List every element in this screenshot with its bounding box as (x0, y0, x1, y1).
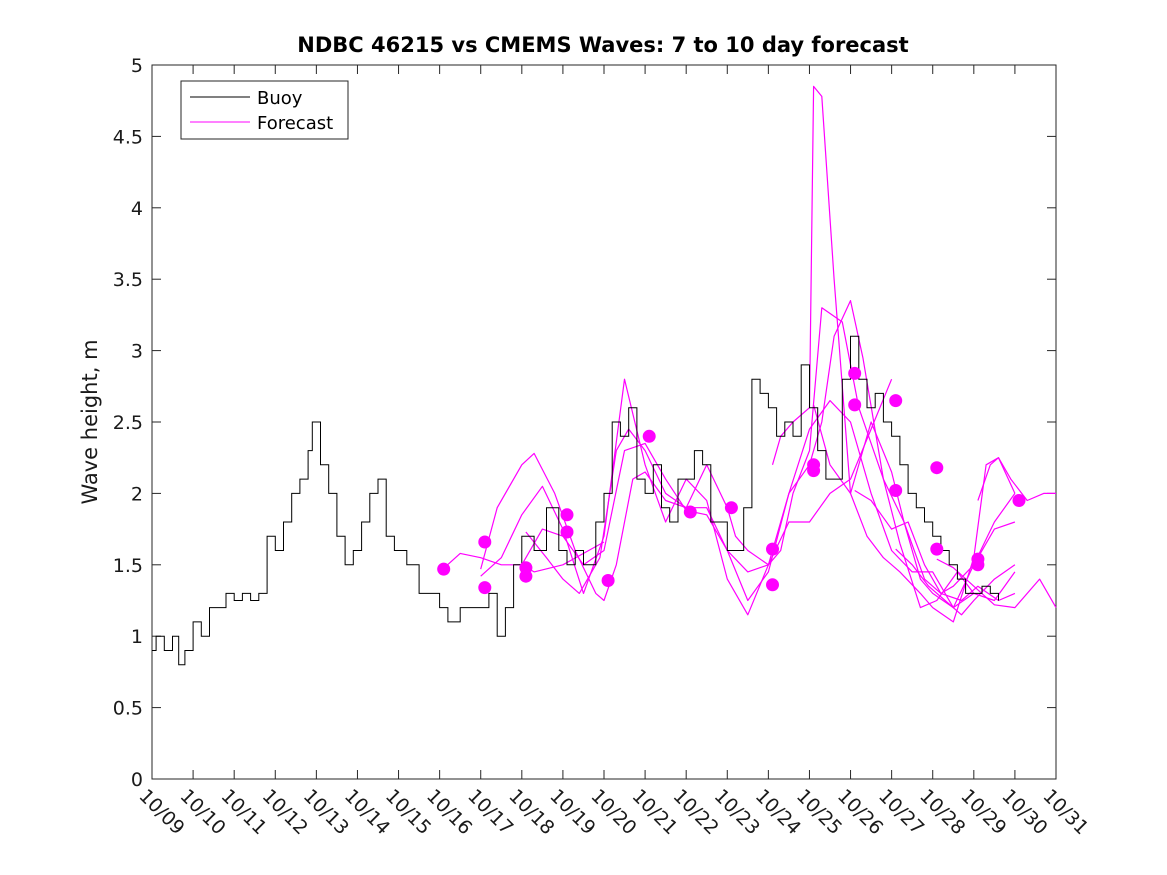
forecast-series-line (936, 558, 1057, 609)
chart-title: NDBC 46215 vs CMEMS Waves: 7 to 10 day f… (297, 33, 908, 57)
y-tick-label: 3.5 (113, 269, 143, 291)
forecast-marker (848, 366, 862, 380)
forecast-marker (889, 394, 903, 408)
y-tick-label: 3 (131, 341, 143, 363)
plot-area (151, 64, 1057, 780)
legend-forecast-label: Forecast (257, 113, 333, 134)
series-layer (152, 85, 1057, 666)
forecast-marker (560, 525, 574, 539)
y-tick-label: 0 (131, 769, 143, 791)
y-tick-label: 2 (131, 483, 143, 505)
forecast-marker (766, 542, 779, 556)
forecast-marker (930, 461, 944, 475)
forecast-marker (807, 464, 821, 478)
forecast-marker (642, 429, 656, 443)
legend: Buoy Forecast (180, 80, 349, 140)
forecast-marker (478, 535, 492, 549)
buoy-series-line (152, 335, 999, 666)
legend-box (180, 80, 349, 140)
legend-buoy-label: Buoy (257, 88, 303, 109)
y-tick-label: 4 (131, 198, 143, 220)
forecast-marker (766, 578, 779, 592)
y-tick-label: 2.5 (113, 412, 143, 434)
y-axis-label: Wave height, m (78, 339, 102, 504)
forecast-marker (889, 484, 903, 497)
y-tick-label: 1 (131, 626, 143, 648)
y-tick-label: 1.5 (113, 555, 143, 577)
forecast-marker (971, 558, 985, 572)
forecast-series-line (895, 548, 1016, 616)
y-tick-label: 4.5 (113, 126, 143, 148)
forecast-marker (601, 574, 615, 587)
forecast-series-line (771, 85, 1016, 623)
forecast-marker (1012, 494, 1026, 507)
forecast-series-line (521, 300, 1016, 609)
y-tick-label: 0.5 (113, 698, 143, 720)
y-axis-ticks: 0 0.5 1 1.5 2 2.5 3 3.5 4 4.5 5 (113, 55, 1056, 791)
forecast-series-line (977, 457, 1056, 502)
forecast-marker (560, 508, 574, 522)
forecast-series-line (854, 489, 1016, 602)
forecast-marker (848, 398, 862, 412)
forecast-marker (724, 501, 738, 515)
y-tick-label: 5 (131, 55, 143, 77)
forecast-marker (478, 581, 492, 595)
forecast-marker (519, 569, 533, 583)
forecast-marker (683, 505, 697, 519)
forecast-marker (437, 562, 451, 576)
forecast-marker (930, 542, 944, 556)
